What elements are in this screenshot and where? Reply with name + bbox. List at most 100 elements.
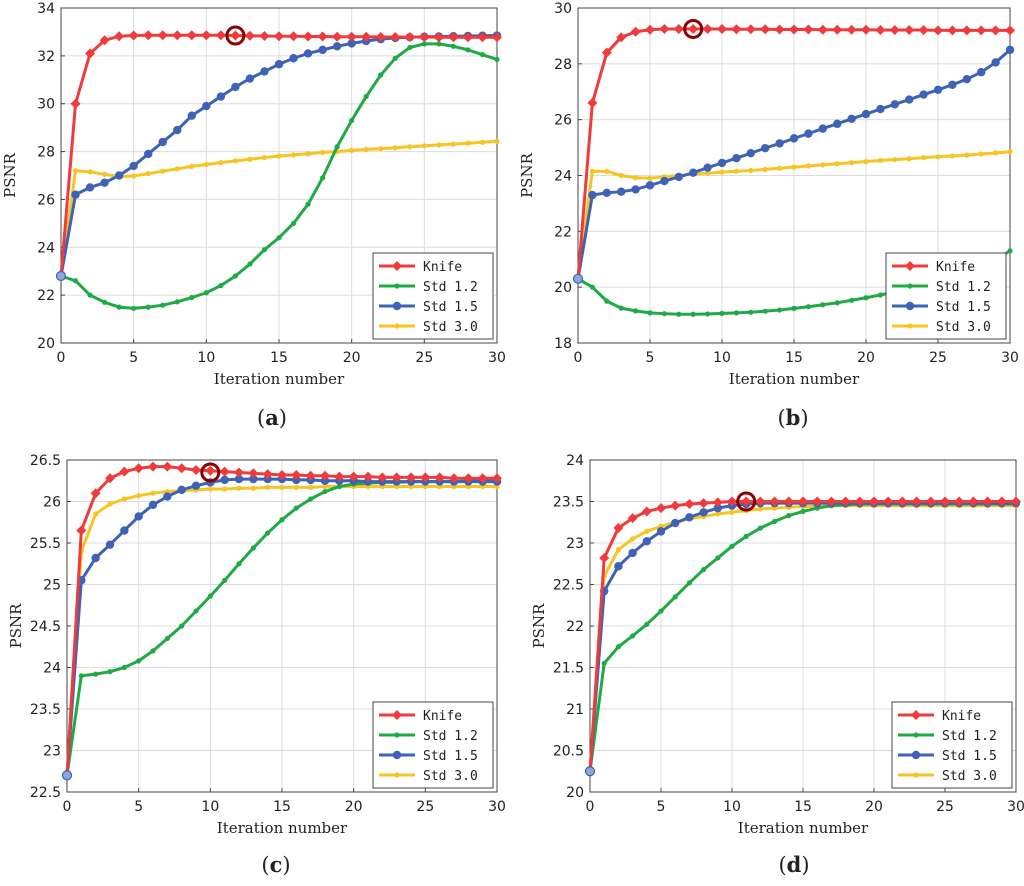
data-point xyxy=(589,284,596,290)
data-point xyxy=(450,43,456,49)
data-point xyxy=(308,484,314,490)
x-tick-label: 10 xyxy=(197,350,215,366)
y-tick-label: 23.5 xyxy=(30,702,61,718)
data-point xyxy=(363,471,373,482)
data-point xyxy=(303,31,314,42)
data-point xyxy=(617,187,626,196)
data-point xyxy=(205,465,216,476)
data-point xyxy=(276,235,282,241)
data-point xyxy=(1005,25,1015,36)
data-point xyxy=(232,158,238,164)
data-point xyxy=(290,152,297,158)
data-point xyxy=(644,621,650,627)
data-point xyxy=(433,32,444,43)
data-point xyxy=(291,469,302,480)
legend-marker xyxy=(905,301,915,311)
data-point xyxy=(760,24,771,35)
data-point xyxy=(705,170,711,176)
data-point xyxy=(618,172,624,179)
data-point xyxy=(769,496,780,507)
data-point xyxy=(618,305,624,311)
data-point xyxy=(791,305,797,311)
data-point xyxy=(265,530,271,536)
data-point xyxy=(631,185,640,194)
data-point xyxy=(949,153,956,159)
data-point xyxy=(121,496,127,502)
data-point xyxy=(320,175,326,181)
legend-marker xyxy=(394,323,400,329)
data-point xyxy=(627,513,638,524)
data-point xyxy=(177,485,186,495)
data-point xyxy=(732,153,741,163)
data-point xyxy=(274,31,284,42)
data-point xyxy=(102,299,108,305)
data-point xyxy=(601,660,607,666)
series-std-3-0 xyxy=(58,138,500,279)
x-tick-label: 30 xyxy=(1001,350,1019,366)
data-point xyxy=(977,68,986,77)
x-tick-label: 20 xyxy=(865,799,883,815)
data-point xyxy=(772,518,778,525)
data-point xyxy=(854,496,865,507)
best-iteration-highlight xyxy=(200,462,221,483)
data-point xyxy=(804,129,813,138)
x-tick-label: 25 xyxy=(936,799,954,815)
data-point xyxy=(686,580,693,586)
data-point xyxy=(645,24,655,35)
legend-label: Std 1.5 xyxy=(423,300,478,315)
legend-marker xyxy=(907,283,913,289)
y-tick-label: 25.5 xyxy=(30,536,61,552)
x-tick-label: 10 xyxy=(713,350,731,366)
data-point xyxy=(630,26,641,37)
data-point xyxy=(613,523,624,534)
data-point xyxy=(191,464,201,475)
data-point xyxy=(745,24,756,35)
data-point xyxy=(162,461,173,472)
data-point xyxy=(144,149,153,159)
data-point xyxy=(174,166,180,172)
legend-marker xyxy=(913,732,919,738)
data-point xyxy=(349,117,355,124)
data-point xyxy=(436,41,442,47)
data-point xyxy=(361,31,372,42)
x-tick-label: 15 xyxy=(273,799,291,815)
data-point xyxy=(317,31,328,42)
data-point xyxy=(701,566,707,573)
data-point xyxy=(762,166,768,172)
data-point xyxy=(940,496,950,507)
data-point xyxy=(713,503,722,513)
data-point xyxy=(334,471,345,482)
data-point xyxy=(641,506,652,517)
y-axis-label: PSNR xyxy=(7,603,25,648)
data-point xyxy=(820,302,826,308)
data-point xyxy=(803,24,814,35)
data-point xyxy=(276,153,282,159)
data-point xyxy=(129,161,138,171)
data-point xyxy=(717,158,727,168)
data-point xyxy=(293,484,299,490)
data-point xyxy=(647,175,653,181)
data-point xyxy=(230,30,241,41)
best-iteration-highlight xyxy=(736,491,757,512)
data-point xyxy=(320,470,330,481)
data-point xyxy=(978,151,984,157)
data-point xyxy=(215,30,226,41)
data-point xyxy=(102,171,108,177)
data-point xyxy=(222,486,228,492)
data-point xyxy=(777,307,783,313)
x-axis-label: Iteration number xyxy=(729,370,860,388)
data-point xyxy=(347,39,356,48)
data-point xyxy=(308,496,314,502)
data-point xyxy=(293,505,299,511)
data-point xyxy=(789,24,799,35)
legend-marker xyxy=(905,261,915,271)
data-point xyxy=(921,155,927,161)
data-point xyxy=(450,141,456,147)
y-tick-label: 21.5 xyxy=(553,661,584,677)
y-tick-label: 24 xyxy=(554,169,572,185)
data-point xyxy=(134,512,143,521)
data-point xyxy=(729,509,735,515)
data-point xyxy=(656,503,666,514)
legend-label: Std 1.5 xyxy=(936,300,991,315)
series-knife xyxy=(585,496,1021,777)
